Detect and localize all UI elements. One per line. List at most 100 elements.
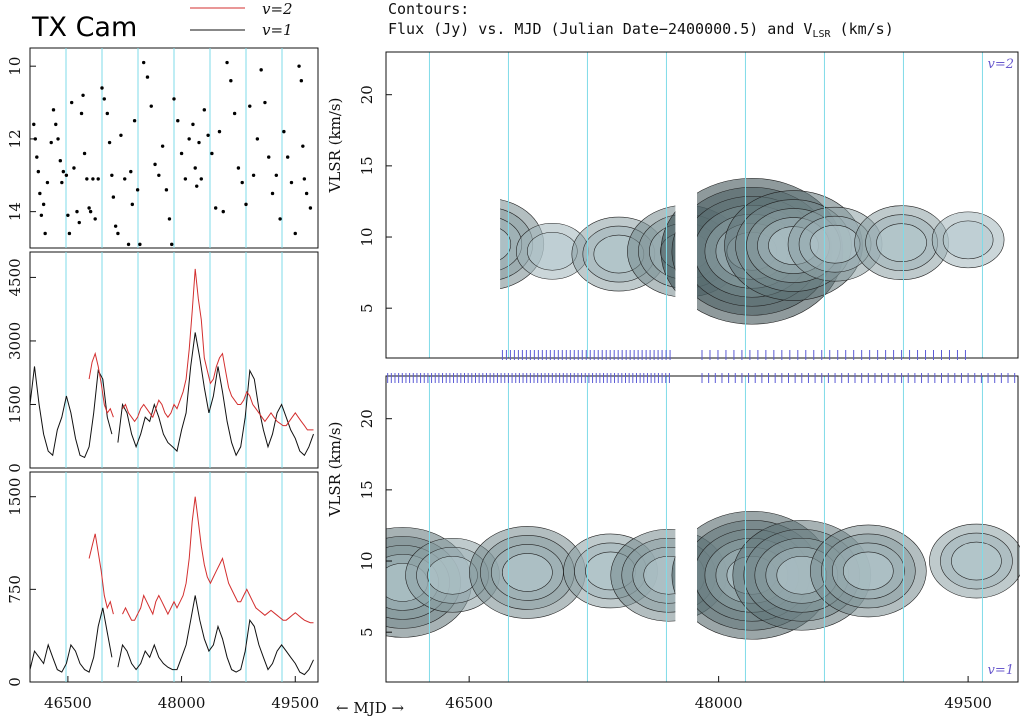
data-point bbox=[170, 242, 174, 247]
data-point bbox=[141, 60, 146, 65]
contour-group bbox=[427, 177, 1005, 325]
data-point bbox=[39, 213, 44, 217]
data-point bbox=[263, 100, 267, 105]
x-tick-label: 46500 bbox=[44, 694, 92, 712]
series-v2-line bbox=[88, 496, 314, 624]
data-point bbox=[167, 217, 172, 221]
data-point bbox=[278, 217, 282, 221]
legend-v2-label: v=2 bbox=[262, 0, 293, 18]
contours-title-line2: Flux (Jy) vs. MJD (Julian Date−2400000.5… bbox=[388, 20, 894, 40]
series-v2-line bbox=[88, 268, 314, 431]
data-point bbox=[187, 137, 191, 141]
x-tick-label: 49500 bbox=[944, 694, 992, 712]
contour-level bbox=[527, 231, 578, 271]
y-tick-label: 750 bbox=[6, 575, 24, 604]
data-point bbox=[61, 169, 66, 174]
x-tick-label: 46500 bbox=[445, 694, 493, 712]
data-point bbox=[135, 188, 140, 192]
data-point bbox=[107, 140, 112, 145]
data-point bbox=[302, 177, 307, 181]
data-point bbox=[191, 122, 195, 127]
data-point bbox=[251, 173, 256, 177]
data-point bbox=[102, 97, 106, 101]
data-point bbox=[79, 111, 84, 116]
data-gap bbox=[387, 53, 501, 357]
y-tick-label: 5 bbox=[358, 627, 376, 637]
data-point bbox=[195, 184, 199, 188]
magnitude-panel: 10 12 14 bbox=[6, 47, 319, 249]
data-point bbox=[126, 242, 131, 247]
data-point bbox=[282, 129, 286, 134]
data-point bbox=[41, 202, 46, 207]
y-tick-label: 3000 bbox=[6, 322, 24, 360]
panel-corner-label: v=1 bbox=[987, 663, 1014, 678]
data-point bbox=[217, 129, 222, 134]
data-point bbox=[301, 144, 305, 148]
data-point bbox=[58, 159, 63, 163]
data-point bbox=[123, 177, 127, 181]
data-point bbox=[110, 173, 114, 177]
x-tick-label: 48000 bbox=[158, 694, 206, 712]
panel-corner-label: v=2 bbox=[987, 57, 1014, 72]
data-point bbox=[172, 97, 176, 101]
data-point bbox=[293, 231, 297, 236]
y-axis-label: VLSR (km/s) bbox=[326, 422, 344, 518]
data-point bbox=[183, 177, 188, 181]
data-point bbox=[132, 119, 137, 123]
y-tick-label: 15 bbox=[358, 156, 376, 175]
data-point bbox=[129, 169, 133, 174]
data-point bbox=[179, 151, 184, 156]
data-point bbox=[87, 206, 91, 210]
y-tick-label: 20 bbox=[358, 409, 376, 428]
data-point bbox=[160, 144, 165, 148]
data-point bbox=[75, 209, 79, 214]
data-point bbox=[54, 122, 58, 127]
data-point bbox=[248, 104, 252, 108]
y-tick-label: 20 bbox=[358, 85, 376, 104]
y-tick-label: 0 bbox=[6, 677, 24, 687]
data-point bbox=[221, 209, 225, 214]
data-point bbox=[43, 231, 47, 236]
data-point bbox=[289, 180, 294, 185]
data-point bbox=[244, 202, 248, 207]
y-tick-label: 4500 bbox=[6, 258, 24, 296]
data-point bbox=[210, 151, 214, 156]
data-point bbox=[51, 108, 56, 112]
data-point bbox=[138, 242, 142, 247]
flux-panel-upper: 0 1500 3000 4500 bbox=[6, 251, 319, 473]
data-point bbox=[85, 177, 89, 181]
y-tick-label: 10 bbox=[6, 57, 24, 76]
y-tick-label: 0 bbox=[6, 463, 24, 473]
data-point bbox=[285, 155, 290, 159]
data-point bbox=[67, 231, 72, 236]
data-point bbox=[66, 213, 70, 217]
y-tick-label: 14 bbox=[6, 202, 24, 221]
data-point bbox=[229, 79, 233, 83]
x-tick-label: 49500 bbox=[271, 694, 319, 712]
data-point bbox=[32, 122, 36, 127]
data-point bbox=[225, 60, 229, 65]
data-point bbox=[255, 137, 260, 141]
data-point bbox=[199, 177, 203, 181]
data-point bbox=[111, 195, 116, 199]
y-tick-label: 1500 bbox=[6, 478, 24, 516]
data-point bbox=[36, 169, 41, 174]
data-point bbox=[232, 111, 237, 116]
data-point bbox=[153, 162, 157, 167]
data-point bbox=[236, 166, 241, 170]
contours-title-line1: Contours: bbox=[388, 0, 469, 18]
legend-v1-label: v=1 bbox=[262, 21, 293, 39]
data-point bbox=[308, 206, 313, 210]
data-point bbox=[202, 108, 207, 112]
data-point bbox=[157, 173, 161, 177]
flux-panel-lower: 0 750 1500 46500 48000 49500 bbox=[6, 471, 319, 712]
data-point bbox=[35, 155, 39, 159]
data-point bbox=[100, 86, 104, 90]
contour-panel-v2: 5 10 15 20 VLSR (km/s) v=2 bbox=[326, 51, 1019, 359]
data-point bbox=[93, 217, 97, 221]
contour-panel-v1: 5 10 15 20 VLSR (km/s) v=1 46500 48000 49500 bbox=[326, 375, 1020, 712]
data-point bbox=[45, 180, 50, 185]
contour-level bbox=[876, 223, 927, 263]
series-v1-line bbox=[29, 332, 314, 459]
contour-level bbox=[809, 224, 861, 264]
